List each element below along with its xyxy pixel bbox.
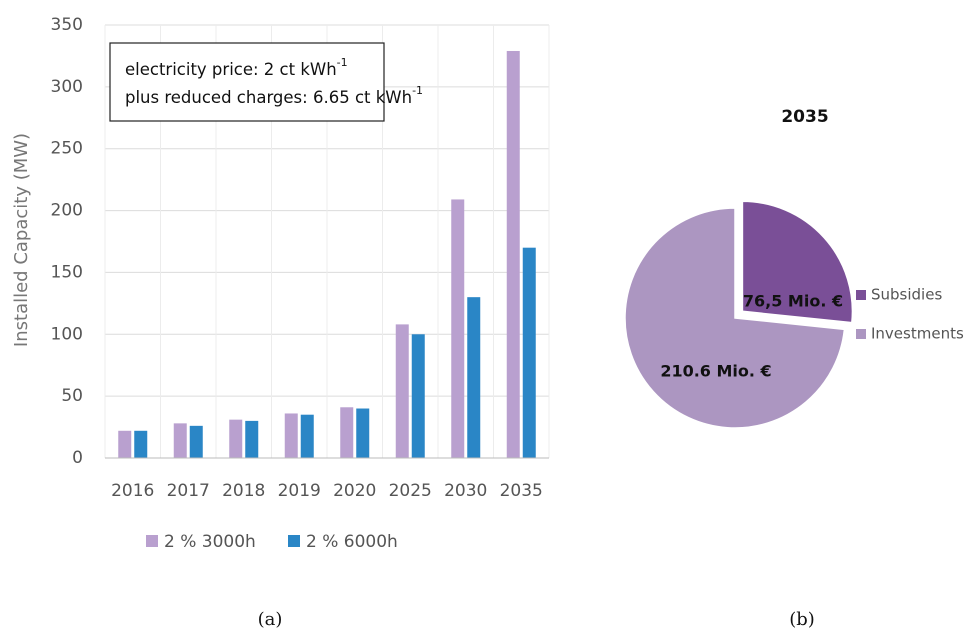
bar	[189, 425, 203, 458]
pie-slice	[741, 200, 854, 324]
bar	[395, 324, 409, 458]
y-tick-label: 150	[51, 262, 83, 282]
x-tick-label: 2017	[167, 481, 210, 501]
y-tick-label: 0	[72, 448, 83, 468]
annotation-superscript: -1	[412, 84, 423, 97]
bar	[229, 419, 243, 458]
bar	[284, 413, 298, 458]
y-tick-label: 300	[51, 77, 83, 97]
x-tick-label: 2018	[222, 481, 265, 501]
x-tick-label: 2019	[278, 481, 321, 501]
annotation: plus reduced charges: 6.65 ct kWh-1	[125, 84, 423, 107]
legend-swatch	[288, 535, 300, 547]
y-axis-label: Installed Capacity (MW)	[11, 133, 32, 347]
annotation-superscript: -1	[337, 56, 348, 69]
legend-swatch	[146, 535, 158, 547]
bar	[411, 334, 425, 458]
x-tick-label: 2035	[500, 481, 543, 501]
bar	[506, 50, 520, 458]
legend-label: 2 % 3000h	[164, 532, 256, 552]
y-tick-label: 250	[51, 139, 83, 159]
bar	[467, 297, 481, 458]
annotation-text: plus reduced charges: 6.65 ct kWh	[125, 88, 412, 107]
legend-label: 2 % 6000h	[306, 532, 398, 552]
bar	[340, 407, 354, 458]
caption: (b)	[789, 609, 815, 630]
y-tick-label: 100	[51, 324, 83, 344]
bar	[451, 199, 465, 459]
bar	[356, 408, 370, 458]
value-label: 76,5 Mio. €	[743, 292, 843, 311]
y-tick-label: 50	[61, 386, 83, 406]
annotation-text: electricity price: 2 ct kWh	[125, 60, 337, 79]
x-tick-label: 2025	[389, 481, 432, 501]
legend-swatch	[856, 329, 866, 339]
bar	[522, 247, 536, 458]
x-tick-label: 2020	[333, 481, 376, 501]
bar	[245, 420, 259, 458]
x-tick-label: 2030	[444, 481, 487, 501]
caption: (a)	[258, 609, 283, 630]
bar	[300, 414, 314, 458]
y-tick-label: 350	[51, 15, 83, 35]
pie-title: 2035	[781, 107, 828, 127]
y-tick-label: 200	[51, 201, 83, 221]
pie-slice	[624, 207, 846, 429]
value-label: 210.6 Mio. €	[660, 362, 771, 381]
x-tick-label: 2016	[111, 481, 154, 501]
legend-label: Subsidies	[871, 286, 942, 304]
legend-swatch	[856, 290, 866, 300]
bar	[173, 423, 187, 458]
annotation-box	[109, 42, 385, 122]
legend-label: Investments	[871, 325, 964, 343]
annotation: electricity price: 2 ct kWh-1	[125, 56, 348, 79]
bar	[134, 430, 148, 458]
bar	[118, 430, 132, 458]
